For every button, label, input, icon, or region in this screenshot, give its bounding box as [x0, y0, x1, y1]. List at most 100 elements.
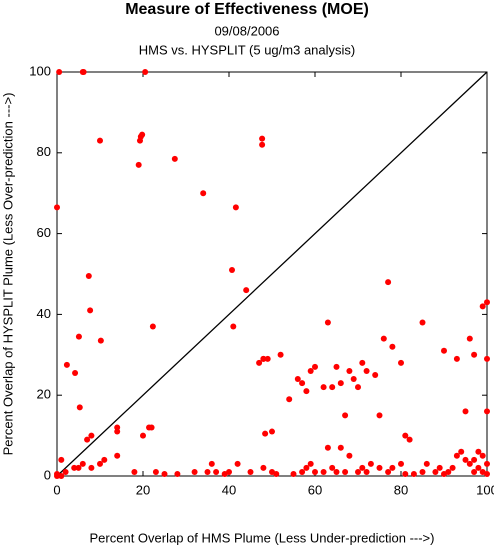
point: [389, 343, 396, 350]
point: [269, 428, 275, 435]
point: [243, 287, 250, 294]
point: [114, 424, 121, 431]
point: [453, 355, 460, 362]
point: [58, 456, 65, 463]
point: [320, 384, 327, 391]
point: [131, 468, 138, 475]
point: [441, 347, 447, 354]
point: [363, 367, 370, 374]
point: [406, 436, 413, 443]
point: [260, 464, 267, 471]
point: [62, 468, 69, 475]
point: [346, 452, 353, 459]
y-tick-label: 20: [37, 387, 51, 402]
point: [200, 190, 207, 197]
point: [80, 69, 87, 75]
point: [307, 367, 314, 374]
point: [135, 161, 142, 168]
point: [286, 396, 293, 403]
point: [462, 408, 469, 415]
point: [337, 444, 344, 451]
point: [256, 359, 263, 366]
point: [367, 460, 374, 467]
point: [312, 468, 318, 475]
point: [312, 363, 318, 370]
point: [262, 430, 269, 437]
point: [84, 436, 91, 443]
point: [247, 468, 254, 475]
point: [264, 355, 271, 362]
point: [398, 359, 404, 366]
y-tick-label: 80: [37, 144, 51, 159]
x-tick-label: 100: [476, 482, 494, 497]
point: [458, 448, 465, 455]
point: [402, 432, 409, 439]
point: [355, 384, 361, 391]
point: [419, 468, 426, 475]
point: [376, 412, 383, 419]
point: [436, 464, 443, 471]
point: [191, 468, 198, 475]
point: [432, 468, 439, 475]
point: [479, 303, 486, 310]
point: [471, 456, 478, 463]
point: [174, 470, 181, 477]
point: [232, 204, 239, 211]
y-tick-label: 0: [44, 467, 51, 482]
point: [229, 266, 236, 273]
point: [385, 468, 392, 475]
point: [324, 444, 331, 451]
point: [355, 468, 361, 475]
point: [140, 432, 146, 439]
x-tick-label: 80: [394, 482, 408, 497]
point: [294, 376, 301, 383]
point: [88, 432, 95, 439]
point: [101, 456, 108, 463]
point: [208, 460, 215, 467]
point: [380, 335, 387, 342]
point: [97, 337, 104, 344]
point: [277, 351, 284, 358]
point: [152, 468, 159, 475]
point: [484, 470, 490, 477]
x-axis-label: Percent Overlap of HMS Plume (Less Under…: [90, 530, 435, 545]
point: [484, 355, 490, 362]
point: [171, 155, 178, 162]
point: [419, 319, 426, 326]
point: [234, 460, 241, 467]
point: [56, 69, 63, 75]
point: [372, 372, 379, 378]
x-tick-label: 60: [308, 482, 322, 497]
point: [149, 323, 156, 330]
diagonal-line: [56, 71, 488, 477]
point: [471, 351, 478, 358]
point: [479, 452, 486, 459]
point: [161, 470, 168, 477]
point: [475, 448, 482, 455]
point: [72, 369, 79, 376]
point: [363, 468, 370, 475]
chart-subtitle: 09/08/2006: [214, 23, 279, 38]
point: [260, 355, 267, 362]
point: [376, 464, 383, 471]
point: [337, 380, 344, 387]
point: [359, 359, 366, 366]
point: [346, 367, 353, 374]
point: [324, 319, 331, 326]
point: [75, 333, 82, 340]
y-axis-label: Percent Overlap of HYSPLIT Plume (Less O…: [0, 93, 15, 456]
point: [333, 363, 340, 370]
point: [466, 460, 473, 467]
point: [226, 468, 232, 475]
point: [307, 460, 314, 467]
point: [79, 460, 86, 467]
point: [453, 452, 460, 459]
point: [88, 464, 95, 471]
point: [76, 404, 83, 411]
point: [139, 131, 146, 138]
point: [54, 204, 60, 211]
point: [484, 460, 490, 467]
point: [97, 460, 103, 467]
point: [303, 464, 310, 471]
